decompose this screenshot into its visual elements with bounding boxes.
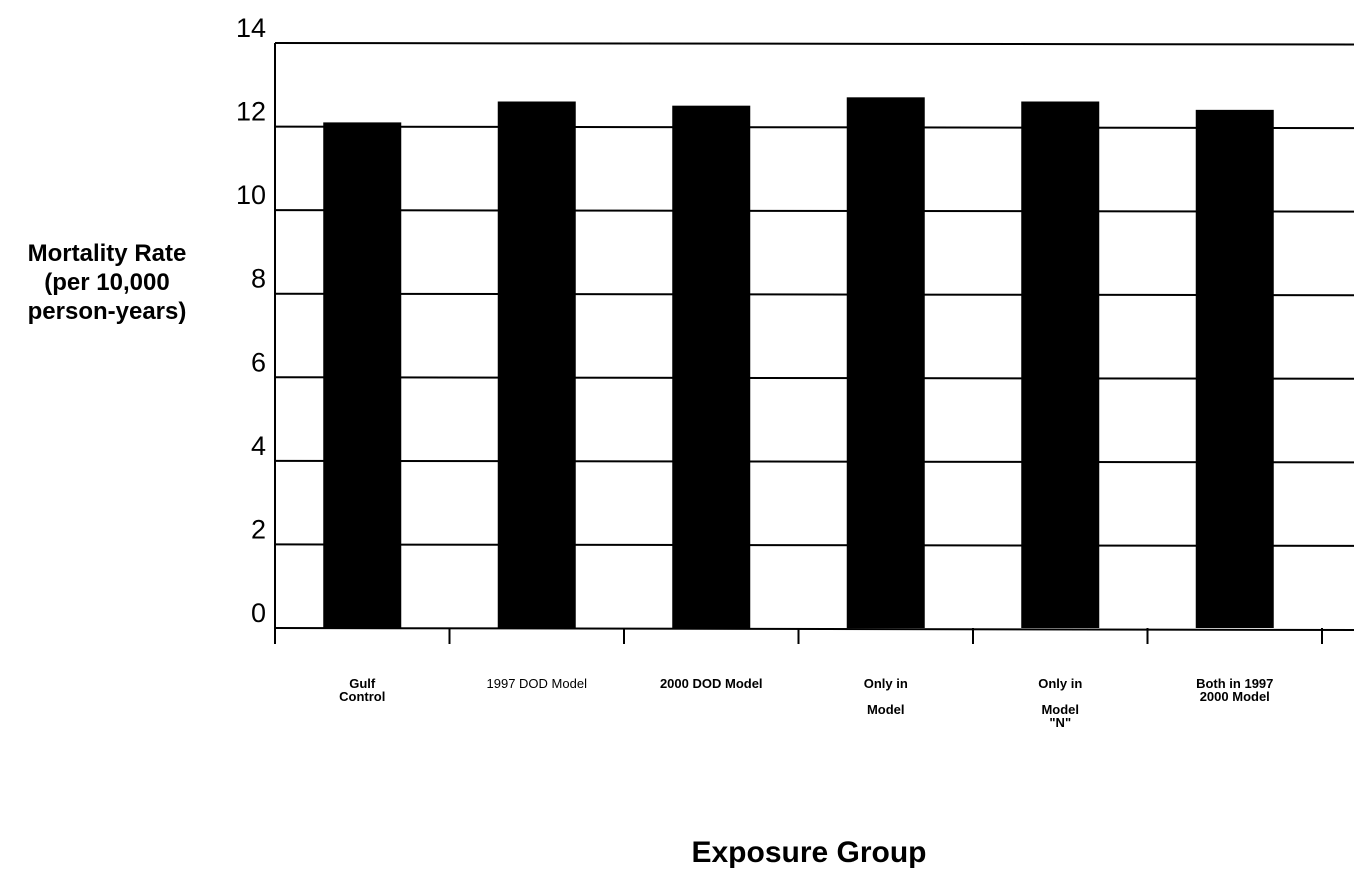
gridlines	[274, 42, 1354, 547]
y-tick-label: 12	[236, 97, 266, 127]
bar	[497, 101, 576, 628]
gridline	[274, 42, 1354, 46]
y-tick-label: 4	[251, 431, 266, 461]
bar	[846, 97, 925, 629]
bar	[1195, 109, 1274, 629]
y-tick-label: 14	[236, 13, 266, 43]
gridline	[274, 459, 1354, 464]
y-axis-label: Mortality Rate (per 10,000 person-years)	[27, 240, 187, 325]
gridline	[274, 543, 1354, 547]
bar	[1021, 101, 1100, 628]
bar	[323, 122, 402, 629]
axes	[274, 43, 1354, 644]
x-tick-label: 2000 DOD Model	[660, 676, 763, 691]
x-tick-label: Only in Model	[864, 676, 908, 717]
x-tick-label: Only in Model "N"	[1038, 676, 1082, 730]
gridline	[274, 376, 1354, 380]
x-tick-label: 1997 DOD Model	[487, 676, 588, 691]
x-tick-labels: Gulf Control 1997 DOD Model 2000 DOD Model O…	[339, 676, 1273, 730]
y-tick-label: 0	[251, 598, 266, 628]
y-tick-label: 2	[251, 514, 266, 544]
y-tick-label: 10	[236, 180, 266, 210]
x-axis-label: Exposure Group	[691, 836, 927, 869]
gridline	[274, 125, 1354, 130]
x-tick-label: Gulf Control	[339, 676, 385, 704]
gridline	[274, 209, 1354, 213]
y-tick-label: 8	[251, 264, 266, 294]
y-tick-label: 6	[251, 347, 266, 377]
y-tick-labels: 0 2 4 6 8 10 12 14	[236, 13, 266, 628]
gridline	[274, 292, 1354, 297]
x-axis-line	[274, 627, 1354, 631]
x-tick-label: Both in 1997 2000 Model	[1196, 676, 1273, 704]
bar	[672, 105, 751, 628]
bars	[323, 97, 1274, 629]
